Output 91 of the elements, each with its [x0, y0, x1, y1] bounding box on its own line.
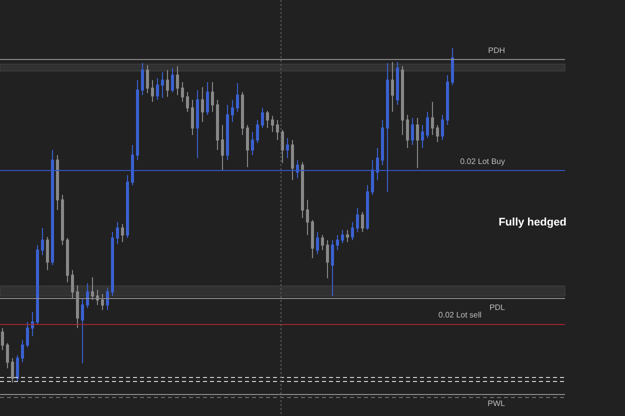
candlestick: [406, 114, 409, 149]
candlestick: [116, 222, 119, 245]
candlestick: [421, 124, 424, 149]
candlestick: [371, 160, 374, 196]
candlestick: [376, 148, 379, 181]
candlestick: [366, 184, 369, 231]
candlestick: [136, 80, 139, 161]
candlestick: [191, 99, 194, 136]
candlestick: [446, 74, 449, 126]
candlestick: [111, 232, 114, 296]
candlestick: [246, 124, 249, 168]
candlestick: [241, 92, 244, 136]
candlestick: [386, 62, 389, 192]
candlestick: [206, 82, 209, 116]
candlestick: [231, 99, 234, 122]
candlestick: [261, 107, 264, 128]
candlestick: [451, 48, 454, 86]
candlestick: [211, 82, 214, 112]
candlestick: [271, 115, 274, 132]
candlestick: [66, 238, 69, 283]
ref-line-label: PWL: [488, 398, 506, 408]
candlestick: [181, 82, 184, 102]
ref-line-label: 0.02 Lot Buy: [460, 156, 505, 166]
candlestick: [291, 140, 294, 181]
candlestick: [166, 70, 169, 98]
candlestick: [126, 174, 129, 239]
candlestick: [6, 342, 9, 369]
candlestick: [321, 234, 324, 251]
candlestick: [31, 312, 34, 337]
candlestick: [221, 124, 224, 171]
candlestick: [341, 230, 344, 244]
candlestick: [151, 80, 154, 102]
candlestick: [306, 199, 309, 236]
candlestick: [186, 92, 189, 112]
candlestick: [106, 287, 109, 310]
candlestick: [36, 244, 39, 326]
candlestick: [361, 211, 364, 233]
candlestick: [156, 78, 159, 100]
candlestick: [351, 222, 354, 241]
candlestick: [146, 64, 149, 94]
candlestick: [161, 72, 164, 98]
candlestick: [121, 224, 124, 243]
candlestick: [236, 82, 239, 112]
candlestick: [256, 119, 259, 144]
candlestick: [61, 194, 64, 246]
candlestick: [21, 340, 24, 363]
candlestick: [441, 114, 444, 141]
candlestick: [176, 66, 179, 96]
candlestick: [391, 62, 394, 112]
candlestick: [316, 232, 319, 255]
candlestick: [426, 111, 429, 139]
candlestick: [416, 117, 419, 169]
candlestick: [201, 86, 204, 122]
candlestick: [266, 110, 269, 128]
candlestick: [141, 62, 144, 96]
candlestick: [251, 131, 254, 156]
candlestick: [46, 236, 49, 271]
candlestick: [381, 119, 384, 166]
candlestick: [356, 207, 359, 233]
ref-line-label: PDL: [489, 303, 506, 312]
candlestick: [11, 358, 14, 384]
candlestick: [81, 297, 84, 364]
candlestick: [301, 162, 304, 218]
candlestick: [196, 90, 199, 159]
candlestick: [16, 354, 19, 382]
candlestick: [51, 150, 54, 266]
candlestick: [311, 219, 314, 259]
candlestick: [41, 228, 44, 256]
candlestick: [436, 124, 439, 143]
candlestick: [336, 234, 339, 251]
candlestick: [216, 99, 219, 151]
ref-line-label: 0.02 Lot sell: [438, 310, 482, 320]
candlestick: [411, 117, 414, 146]
candlestick: [1, 328, 4, 351]
candlestick: [226, 104, 229, 161]
candlestick: [331, 240, 334, 296]
candlestick: [346, 230, 349, 243]
candlestick: [171, 68, 174, 93]
candlestick: [131, 144, 134, 186]
candlestick: [281, 129, 284, 164]
ref-line-label: PDH: [488, 46, 506, 55]
candlestick: [276, 119, 279, 141]
candlestick: [86, 282, 89, 308]
candlestick: [396, 62, 399, 106]
candlestick: [431, 101, 434, 136]
text: Fully hedged: [498, 216, 566, 228]
candlestick: [286, 138, 289, 159]
candlestick: [401, 66, 404, 136]
candlestick: [26, 322, 29, 348]
candlestick: [56, 154, 59, 210]
candlestick: [326, 240, 329, 279]
